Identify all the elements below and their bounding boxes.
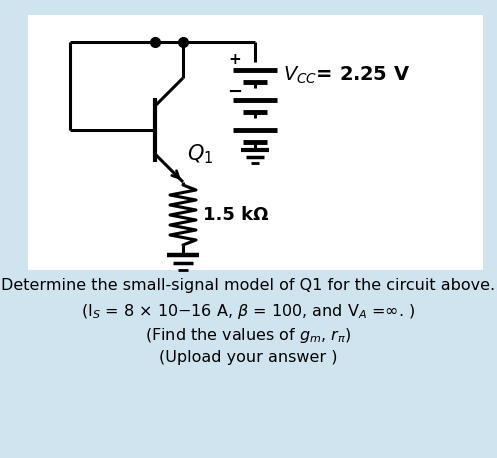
Text: +: + — [229, 53, 242, 67]
Text: $\mathit{Q}_1$: $\mathit{Q}_1$ — [187, 142, 213, 166]
Text: (Upload your answer ): (Upload your answer ) — [159, 350, 337, 365]
Text: (Find the values of $\mathit{g_m}$, $\mathit{r_\pi}$): (Find the values of $\mathit{g_m}$, $\ma… — [145, 326, 351, 345]
Bar — [28, 15, 483, 270]
Text: 1.5 kΩ: 1.5 kΩ — [203, 206, 268, 224]
Text: $\mathit{V}_{CC}$= 2.25 V: $\mathit{V}_{CC}$= 2.25 V — [283, 65, 410, 86]
Text: (I$_S$ = 8 $\times$ 10$-$16 A, $\beta$ = 100, and V$_A$ =$\infty$. ): (I$_S$ = 8 $\times$ 10$-$16 A, $\beta$ =… — [81, 302, 415, 321]
Text: Determine the small-signal model of Q1 for the circuit above.: Determine the small-signal model of Q1 f… — [1, 278, 495, 293]
Text: −: − — [228, 83, 243, 101]
